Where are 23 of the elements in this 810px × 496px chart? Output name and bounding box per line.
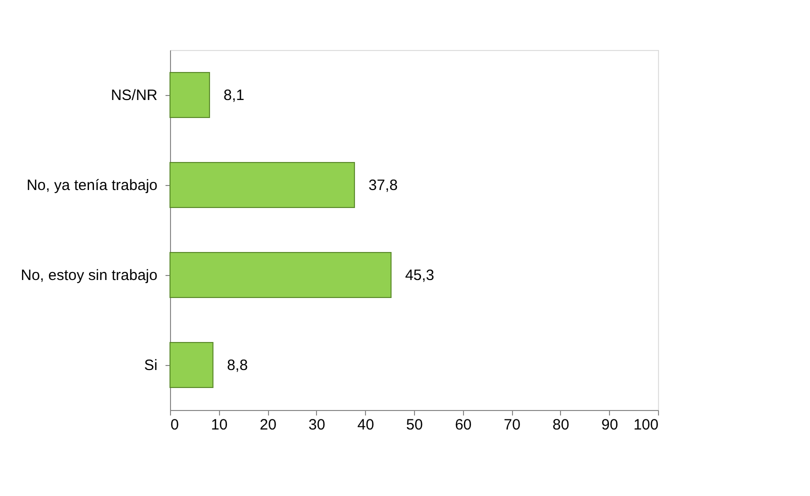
x-tick-label: 0 [170,416,179,434]
x-tick-label: 80 [552,416,570,434]
x-tick-label: 50 [406,416,423,434]
x-tick-label: 60 [454,416,472,434]
x-tick-label: 30 [308,416,326,434]
bar [170,162,355,208]
x-tick-label: 90 [601,416,618,434]
bar [170,342,214,388]
x-tick-label: 40 [357,416,374,434]
x-tick-label: 100 [633,416,658,434]
y-tick-label: No, estoy sin trabajo [20,267,158,284]
y-tick-label: Si [144,357,158,374]
x-tick-label: 20 [260,416,276,434]
data-label: 8,8 [226,357,248,374]
data-label: 45,3 [405,267,434,284]
y-tick-label: NS/NR [110,87,158,104]
x-tick-label: 70 [504,416,520,434]
x-tick-label: 10 [210,416,228,434]
bar [170,252,392,298]
data-label: 37,8 [368,177,398,194]
bar [170,72,210,118]
y-tick-label: No, ya tenía trabajo [26,177,158,194]
data-label: 8,1 [224,87,244,104]
